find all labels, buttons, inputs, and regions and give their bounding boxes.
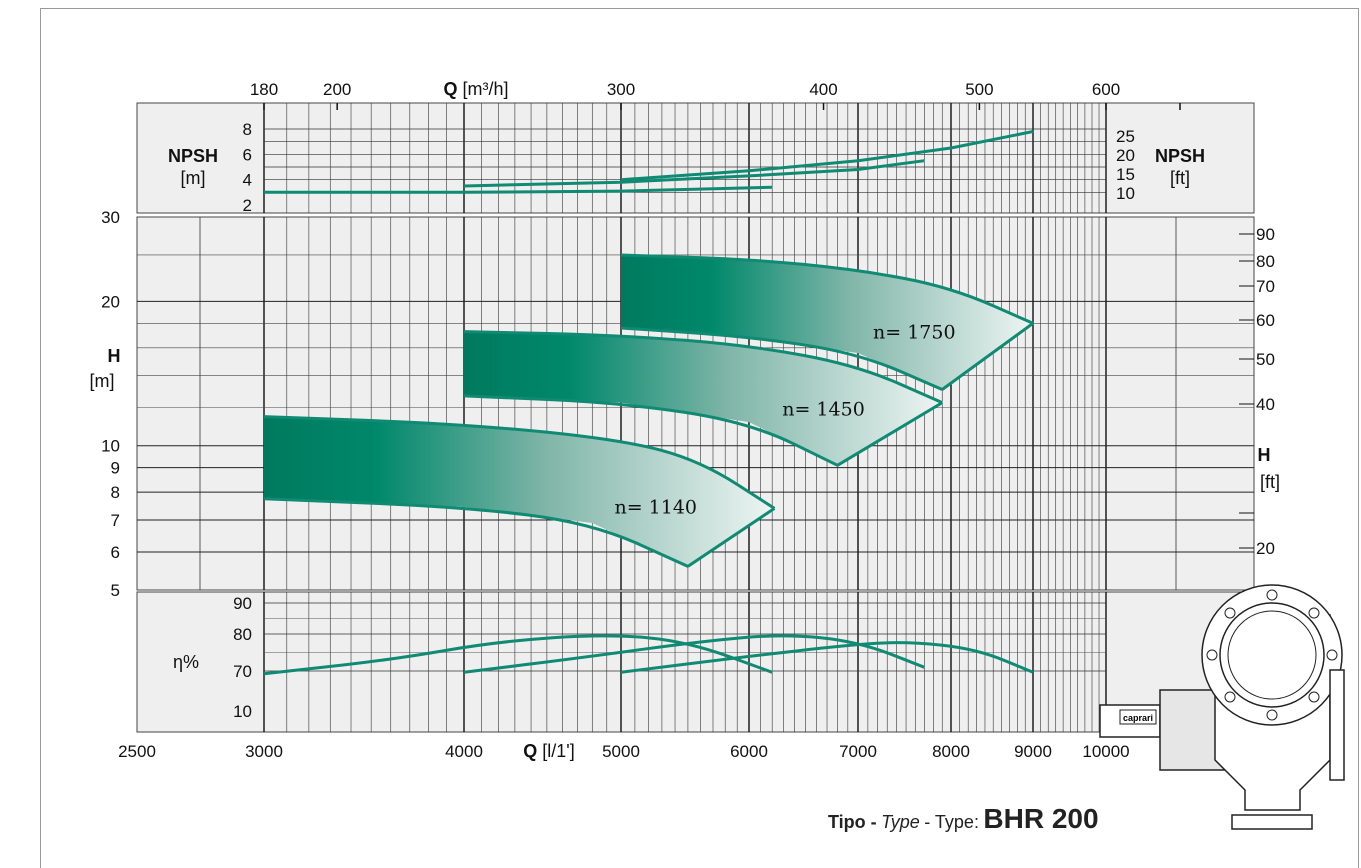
- head-left-tick-label: 9: [111, 459, 120, 478]
- head-right-tick-label: 70: [1256, 277, 1275, 296]
- head-right-tick-label: 50: [1256, 350, 1275, 369]
- npsh-right-tick-label: 10: [1116, 184, 1135, 203]
- npsh-left-axis-unit: [m]: [181, 168, 206, 188]
- npsh-right-axis-unit: [ft]: [1170, 168, 1190, 188]
- head-right-tick-label: 90: [1256, 225, 1275, 244]
- efficiency-curve-1750: [620, 641, 1034, 674]
- x-top-tick-label: 200: [323, 80, 351, 99]
- x-bottom-tick-label: 6000: [730, 742, 768, 761]
- head-left-tick-label: 20: [101, 292, 120, 311]
- x-bottom-axis-label: Q [l/1']: [523, 741, 574, 761]
- head-left-tick-label: 8: [111, 483, 120, 502]
- head-right-axis-unit: [ft]: [1260, 472, 1280, 492]
- head-band-lower-curve: [620, 326, 943, 391]
- x-bottom-tick-label: 5000: [602, 742, 640, 761]
- head-band-lower-curve: [263, 497, 689, 568]
- efficiency-curve-1450: [463, 634, 925, 674]
- head-band-upper-curve: [463, 330, 943, 404]
- type-label-italic: Type: [881, 812, 920, 832]
- x-top-tick-label: 180: [250, 80, 278, 99]
- x-top-axis-label: Q [m³/h]: [443, 79, 508, 99]
- pump-type-label: Tipo - Type - Type: BHR 200: [828, 803, 1099, 835]
- head-band-end: [687, 507, 776, 568]
- pump-illustration: caprari: [1099, 584, 1345, 830]
- head-left-axis-label: H: [108, 346, 121, 366]
- npsh-left-tick-label: 2: [243, 196, 252, 215]
- npsh-curve-1750: [620, 130, 1034, 182]
- speed-label: n= 1750: [873, 321, 956, 343]
- head-band-upper-curve: [620, 253, 1034, 325]
- npsh-right-tick-label: 15: [1116, 165, 1135, 184]
- curves: [263, 130, 1034, 676]
- npsh-curve-1140: [264, 185, 773, 194]
- tipo-label: Tipo -: [828, 812, 877, 832]
- speed-label: n= 1140: [614, 497, 697, 519]
- head-right-tick-label: 80: [1256, 252, 1275, 271]
- x-bottom-tick-label: 10000: [1082, 742, 1129, 761]
- x-bottom-tick-label: 8000: [932, 742, 970, 761]
- head-band-upper-curve: [263, 415, 776, 510]
- head-right-tick-label: 20: [1256, 539, 1275, 558]
- pump-model: BHR 200: [983, 803, 1099, 834]
- x-top-tick-label: 300: [607, 80, 635, 99]
- efficiency-tick-label: 70: [233, 662, 252, 681]
- head-band-1450: [464, 331, 943, 466]
- x-bottom-tick-label: 3000: [245, 742, 283, 761]
- x-bottom-tick-label: 9000: [1014, 742, 1052, 761]
- x-top-tick-label: 600: [1092, 80, 1120, 99]
- head-band-end: [941, 322, 1034, 391]
- head-left-tick-label: 6: [111, 543, 120, 562]
- x-bottom-tick-label: 2500: [118, 742, 156, 761]
- head-band-lower-curve: [463, 394, 839, 467]
- head-left-axis-unit: [m]: [90, 371, 115, 391]
- head-left-tick-label: 30: [101, 208, 120, 227]
- brand-plate-text: caprari: [1123, 713, 1153, 723]
- head-band-1140: [264, 416, 775, 567]
- npsh-curve-1450: [463, 159, 925, 188]
- head-right-tick-label: 60: [1256, 311, 1275, 330]
- brand-plate: [1119, 709, 1157, 725]
- head-left-tick-label: 5: [111, 581, 120, 600]
- efficiency-tick-label: 80: [233, 625, 252, 644]
- npsh-left-tick-label: 6: [243, 145, 252, 164]
- head-bands: n= 1140 n= 1450 n= 1750: [263, 253, 1034, 568]
- head-right-axis-label: H: [1258, 445, 1271, 465]
- head-right-tick-label: 40: [1256, 395, 1275, 414]
- npsh-right-tick-label: 25: [1116, 127, 1135, 146]
- head-left-tick-label: 10: [101, 437, 120, 456]
- x-top-tick-label: 500: [965, 80, 993, 99]
- x-top-tick-label: 400: [809, 80, 837, 99]
- npsh-panel-bg: [136, 102, 1255, 214]
- head-band-end: [836, 401, 944, 467]
- efficiency-tick-label: 10: [233, 702, 252, 721]
- speed-label: n= 1450: [782, 398, 865, 420]
- x-bottom-tick-label: 7000: [839, 742, 877, 761]
- chart-frame: [40, 8, 1359, 868]
- efficiency-tick-label: 90: [233, 594, 252, 613]
- type-label: - Type:: [924, 812, 979, 832]
- x-bottom-tick-label: 4000: [445, 742, 483, 761]
- npsh-left-axis-label: NPSH: [168, 146, 218, 166]
- head-band-1750: [621, 255, 1033, 390]
- npsh-right-tick-label: 20: [1116, 146, 1135, 165]
- efficiency-curve-1140: [263, 634, 773, 676]
- npsh-left-tick-label: 8: [243, 120, 252, 139]
- head-left-tick-label: 7: [111, 511, 120, 530]
- efficiency-axis-label: η%: [173, 652, 199, 672]
- npsh-right-axis-label: NPSH: [1155, 146, 1205, 166]
- npsh-left-tick-label: 4: [243, 171, 252, 190]
